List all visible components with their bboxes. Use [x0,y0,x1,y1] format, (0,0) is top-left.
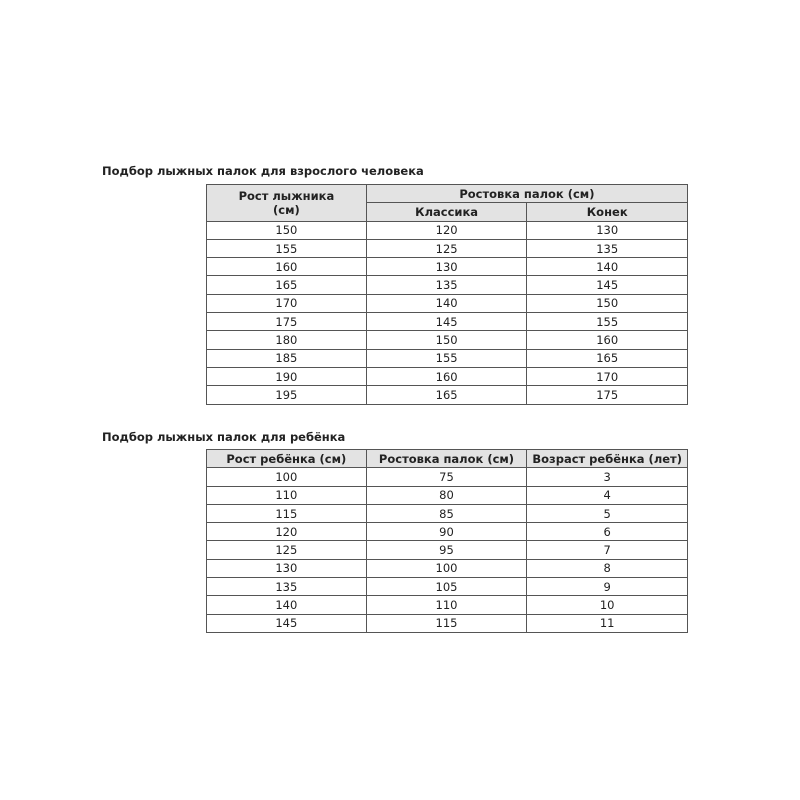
table-cell: 11 [526,613,688,633]
table-cell: 115 [365,613,528,633]
table-cell: 155 [206,238,367,259]
table-row: 145 115 11 [206,613,688,633]
table-cell: 155 [526,312,688,332]
table-cell: 160 [206,257,367,277]
table-cell: 115 [206,503,367,524]
header-child-age: Возраст ребёнка (лет) [526,448,688,469]
table-cell: 125 [365,238,528,259]
table-cell: 80 [365,485,528,505]
header-child-height: Рост ребёнка (см) [206,448,367,469]
table-cell: 140 [526,257,688,277]
table-cell: 185 [206,348,367,368]
table-cell: 90 [365,522,528,542]
table-cell: 135 [526,238,688,259]
table-cell: 120 [365,220,528,240]
table-row: 140 110 10 [206,595,688,615]
table-cell: 120 [206,522,367,542]
table-cell: 105 [365,577,528,597]
table-row: 190 160 170 [206,366,688,387]
table-cell: 140 [365,293,528,314]
table-cell: 100 [206,467,367,487]
table-cell: 170 [206,293,367,314]
table-cell: 145 [526,275,688,295]
table-cell: 9 [526,577,688,597]
table-cell: 145 [206,613,367,633]
table-cell: 140 [206,595,367,615]
table-row: 160 130 140 [206,257,688,277]
table-cell: 145 [365,312,528,332]
table-row: 115 85 5 [206,503,688,524]
header-skier-height: Рост лыжника (см) [206,184,367,222]
header-pole-length: Ростовка палок (см) [365,448,528,469]
table-row: 110 80 4 [206,485,688,505]
table-cell: 110 [365,595,528,615]
table-cell: 135 [365,275,528,295]
table-cell: 3 [526,467,688,487]
table-cell: 130 [206,558,367,579]
table-cell: 150 [526,293,688,314]
adult-poles-table: Рост лыжника (см) Ростовка палок (см) Кл… [206,183,689,405]
table-cell: 150 [365,330,528,350]
table-cell: 165 [526,348,688,368]
table-cell: 175 [526,385,688,405]
table-cell: 7 [526,540,688,560]
adult-table-title: Подбор лыжных палок для взрослого челове… [102,164,424,178]
table-cell: 165 [365,385,528,405]
table-row: 175 145 155 [206,312,688,332]
table-cell: 135 [206,577,367,597]
header-pole-length: Ростовка палок (см) [365,183,689,204]
header-classic: Классика [365,202,528,222]
table-cell: 125 [206,540,367,560]
table-row: 125 95 7 [206,540,688,560]
table-cell: 130 [365,257,528,277]
table-row: 135 105 9 [206,577,688,597]
table-cell: 8 [526,558,688,579]
table-row: 170 140 150 [206,293,688,314]
table-row: 100 75 3 [206,467,688,487]
table-cell: 5 [526,503,688,524]
table-cell: 180 [206,330,367,350]
table-cell: 75 [365,467,528,487]
table-cell: 85 [365,503,528,524]
table-cell: 155 [365,348,528,368]
table-row: 180 150 160 [206,330,688,350]
table-cell: 4 [526,485,688,505]
table-cell: 160 [365,366,528,387]
table-row: 165 135 145 [206,275,688,295]
table-row: 150 120 130 [206,220,688,240]
table-cell: 195 [206,385,367,405]
table-row: 185 155 165 [206,348,688,368]
table-cell: 10 [526,595,688,615]
table-cell: 170 [526,366,688,387]
table-row: 155 125 135 [206,238,688,259]
table-cell: 6 [526,522,688,542]
table-row: 120 90 6 [206,522,688,542]
child-table-title: Подбор лыжных палок для ребёнка [102,430,346,444]
table-cell: 190 [206,366,367,387]
table-cell: 110 [206,485,367,505]
table-cell: 95 [365,540,528,560]
table-row: 130 100 8 [206,558,688,579]
table-cell: 100 [365,558,528,579]
table-cell: 160 [526,330,688,350]
header-skate: Конек [526,202,688,222]
table-cell: 165 [206,275,367,295]
table-cell: 175 [206,312,367,332]
table-row: 195 165 175 [206,385,688,405]
child-poles-table: Рост ребёнка (см) Ростовка палок (см) Во… [206,448,688,633]
table-cell: 130 [526,220,688,240]
table-cell: 150 [206,220,367,240]
